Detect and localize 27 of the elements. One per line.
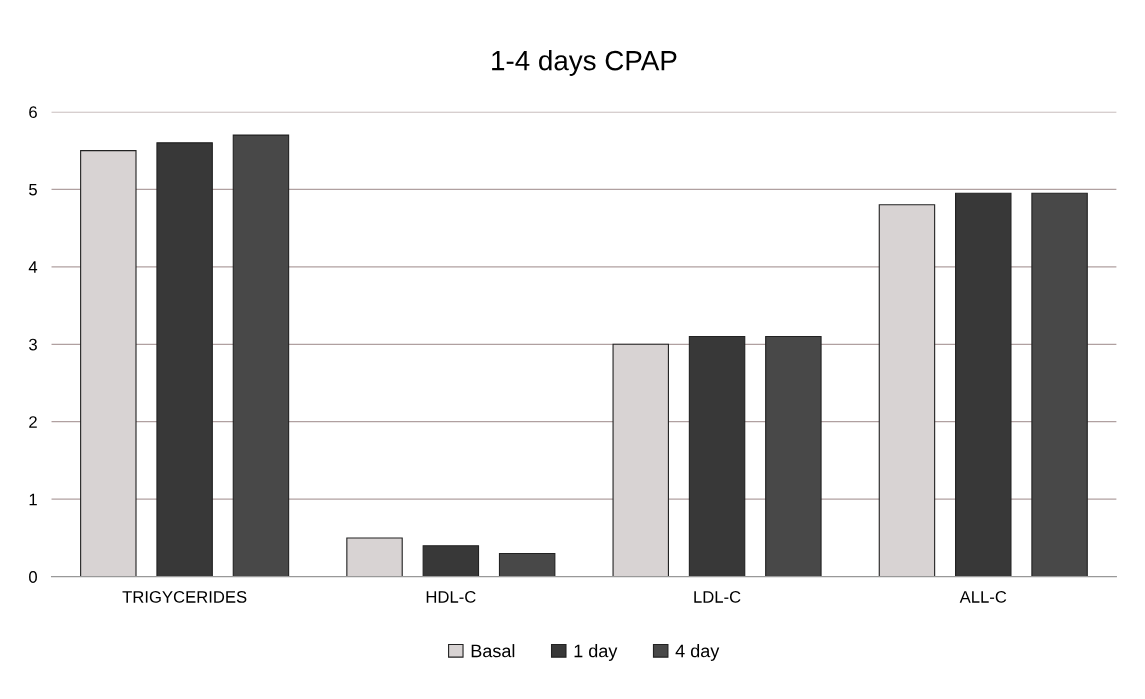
bar <box>422 545 480 577</box>
y-tick-label: 6 <box>29 106 37 119</box>
bar <box>955 192 1012 577</box>
bar <box>232 134 290 577</box>
bar <box>878 204 936 577</box>
x-tick-label: HDL-C <box>426 591 476 603</box>
bar <box>612 343 669 577</box>
bar <box>498 552 556 577</box>
bar <box>80 150 137 577</box>
bar <box>1031 192 1088 577</box>
legend-label: 4 day <box>675 644 720 661</box>
x-tick-label: ALL-C <box>959 591 1007 603</box>
y-tick-label: 2 <box>29 416 37 428</box>
legend-label: 1 day <box>574 644 618 661</box>
y-tick-label: 0 <box>29 571 37 583</box>
bar <box>765 335 822 577</box>
x-tick-label: TRIGYCERIDES <box>122 591 247 603</box>
chart-title: 1-4 days CPAP <box>492 50 677 76</box>
bar <box>688 335 746 577</box>
x-tick-label: LDL-C <box>694 591 741 603</box>
bar <box>346 537 403 577</box>
y-tick-label: 4 <box>28 261 38 273</box>
bar <box>156 142 213 577</box>
y-tick-label: 3 <box>29 338 37 351</box>
legend-label: Basal <box>471 644 515 658</box>
y-tick-label: 5 <box>29 183 37 196</box>
y-tick-label: 1 <box>29 493 37 506</box>
